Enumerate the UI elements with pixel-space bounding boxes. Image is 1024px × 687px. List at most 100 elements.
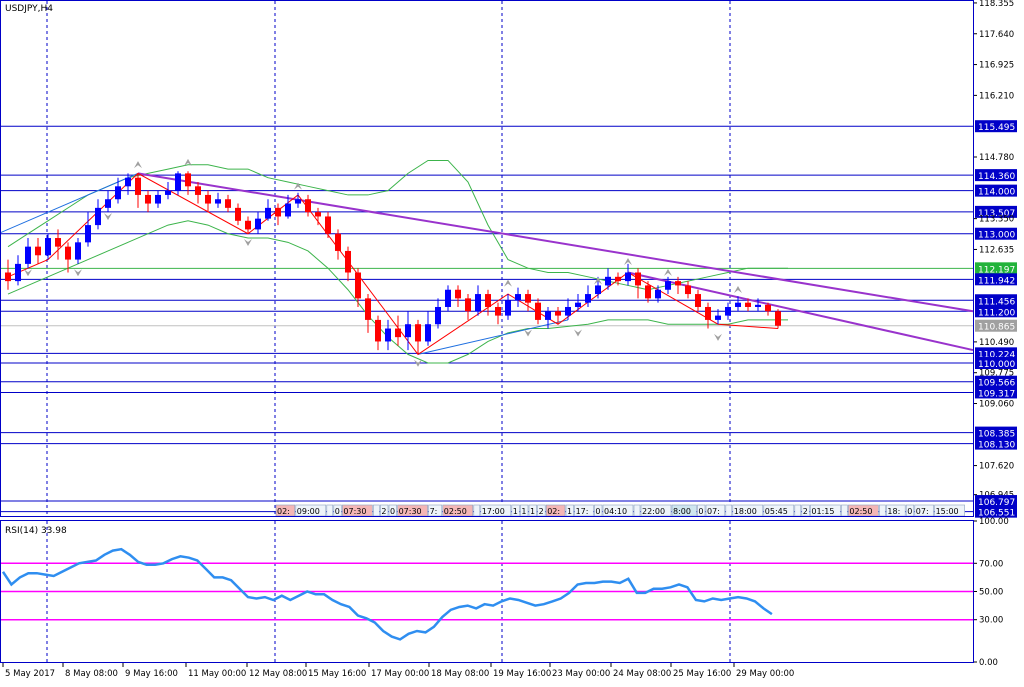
bear-candle: [465, 298, 471, 312]
time-label: 02:: [277, 507, 290, 516]
time-label: 17:00: [482, 507, 505, 516]
bull-candle: [665, 281, 671, 290]
bear-candle: [525, 294, 531, 303]
bull-candle: [755, 304, 761, 307]
time-label: 2: [803, 507, 808, 516]
price-tag-label: 113.507: [978, 209, 1015, 219]
bull-candle: [215, 199, 221, 204]
rsi-frame: [0, 520, 974, 663]
fractal-up-icon: [134, 161, 142, 169]
bear-candle: [775, 311, 781, 326]
time-tick-label: 29 May 00:00: [736, 669, 794, 679]
rsi-tick-label: 70.00: [979, 559, 1003, 569]
time-label-box: [841, 504, 848, 517]
price-tick-label: 109.775: [979, 369, 1014, 379]
horizontal-levels: [1, 125, 973, 513]
time-label: 0: [595, 507, 600, 516]
bear-candle: [685, 285, 691, 295]
time-label-box: [473, 504, 481, 517]
rsi-tick-label: 50.00: [979, 588, 1003, 598]
time-tick-label: 12 May 08:00: [249, 669, 307, 679]
bear-candle: [355, 272, 361, 299]
bear-candle: [205, 194, 211, 204]
price-tag: [975, 437, 1017, 450]
time-label: 09:00: [297, 507, 320, 516]
time-label: 22:00: [642, 507, 665, 516]
bear-candle: [495, 306, 501, 316]
price-tag-label: 108.385: [978, 430, 1015, 440]
bull-candle: [715, 315, 721, 320]
bear-candle: [305, 199, 311, 213]
price-tag: [975, 347, 1017, 360]
time-tick-label: 5 May 2017: [5, 669, 55, 679]
bear-candle: [395, 328, 401, 338]
time-label: 2: [381, 507, 386, 516]
time-label: 18:: [887, 507, 900, 516]
price-tag: [975, 375, 1017, 388]
bear-candle: [705, 306, 711, 320]
price-tag-label: 108.130: [978, 441, 1015, 451]
price-tag-label: 106.797: [978, 498, 1015, 508]
time-label: 07:: [916, 507, 929, 516]
bear-candle: [225, 199, 231, 208]
price-tag: [975, 386, 1017, 399]
bear-candle: [555, 311, 561, 316]
price-tag: [975, 319, 1017, 332]
fractal-up-icon: [184, 158, 192, 166]
price-tag: [975, 294, 1017, 307]
time-label-box: [326, 504, 334, 517]
time-label-box: [633, 504, 641, 517]
bull-candle: [505, 300, 511, 316]
price-tag: [975, 205, 1017, 218]
price-tag-label: 110.865: [978, 323, 1015, 333]
time-axis: 5 May 2017 8 May 08:00 9 May 16:00 11 May 0…: [2, 662, 794, 679]
bull-candle: [575, 302, 581, 307]
trendline: [417, 319, 569, 355]
rsi-tick-label: 30.00: [979, 616, 1003, 626]
bear-candle: [485, 294, 491, 307]
bull-candle: [15, 263, 21, 282]
main-grid: [46, 1, 731, 662]
bull-candle: [425, 324, 431, 342]
time-label: 2: [539, 507, 544, 516]
bull-candle: [405, 324, 411, 338]
price-tag-label: 109.317: [978, 389, 1015, 399]
price-tag-label: 106.551: [978, 509, 1015, 519]
rsi-title: RSI(14) 33.98: [5, 526, 67, 536]
time-label: 05:45: [765, 507, 788, 516]
candles: [5, 171, 781, 355]
bollinger-lower: [7, 220, 788, 364]
rsi-tick-label: 0.00: [979, 658, 998, 668]
time-label: 1: [530, 507, 535, 516]
time-label: 02:50: [849, 507, 872, 516]
price-tag: [975, 426, 1017, 439]
bull-candle: [285, 203, 291, 217]
fractal-up-icon: [594, 277, 602, 285]
time-label: 07:: [707, 507, 720, 516]
time-labels: 02: 09:00 0 07:30 2 0 07:30 7: 02:50 17:00 1 1 1 2 02:…: [275, 504, 965, 517]
bull-candle: [445, 289, 451, 307]
bull-candle: [95, 207, 101, 226]
time-label: 1: [567, 507, 572, 516]
rsi-line: [1, 547, 773, 641]
bear-candle: [5, 272, 11, 282]
price-tick-label: 117.640: [979, 30, 1014, 40]
fractal-down-icon: [524, 329, 532, 337]
price-axis: 118.355 117.640 116.925 116.210 115.495 114.7…: [973, 0, 1017, 668]
fractal-down-icon: [104, 213, 112, 221]
price-tag-label: 112.197: [978, 265, 1015, 275]
price-tag: [975, 495, 1017, 508]
bear-candle: [195, 186, 201, 195]
time-label: 0: [907, 507, 912, 516]
bear-candle: [145, 194, 151, 204]
bull-candle: [545, 311, 551, 320]
bull-candle: [515, 294, 521, 301]
bear-candle: [645, 285, 651, 299]
time-label: 0: [698, 507, 703, 516]
price-tag: [975, 120, 1017, 133]
time-label: 1: [521, 507, 526, 516]
bull-candle: [725, 306, 731, 316]
chart-title: USDJPY,H4: [5, 4, 53, 14]
